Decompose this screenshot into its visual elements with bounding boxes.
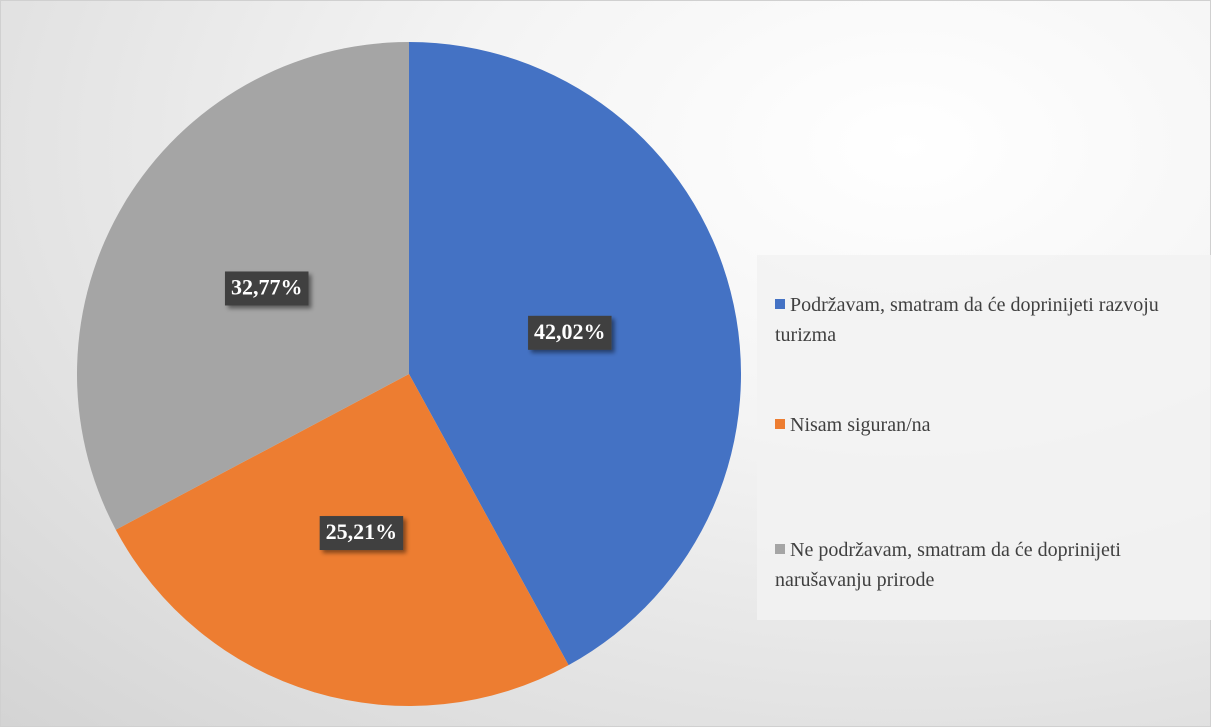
data-label: 32,77% bbox=[224, 271, 309, 306]
data-label-box bbox=[528, 315, 612, 350]
legend-swatch bbox=[775, 419, 785, 429]
legend-swatch bbox=[775, 544, 785, 554]
data-label-box bbox=[319, 516, 404, 551]
data-label-text: 25,21% bbox=[326, 519, 398, 544]
legend-entry: Podržavam, smatram da će doprinijeti raz… bbox=[775, 290, 1195, 350]
legend-entry: Nisam siguran/na bbox=[775, 410, 1195, 440]
legend-swatch bbox=[775, 299, 785, 309]
legend: Podržavam, smatram da će doprinijeti raz… bbox=[757, 255, 1211, 620]
data-label-text: 42,02% bbox=[534, 319, 606, 344]
data-label: 25,21% bbox=[319, 516, 404, 551]
legend-entry: Ne podržavam, smatram da će doprinijeti … bbox=[775, 535, 1195, 595]
pie-slice bbox=[409, 42, 741, 666]
legend-label: Podržavam, smatram da će doprinijeti raz… bbox=[775, 294, 1159, 346]
data-label-box bbox=[224, 271, 309, 306]
data-label-text: 32,77% bbox=[231, 275, 303, 300]
legend-label: Ne podržavam, smatram da će doprinijeti … bbox=[775, 539, 1121, 591]
legend-label: Nisam siguran/na bbox=[790, 414, 931, 436]
data-label: 42,02% bbox=[528, 315, 612, 350]
